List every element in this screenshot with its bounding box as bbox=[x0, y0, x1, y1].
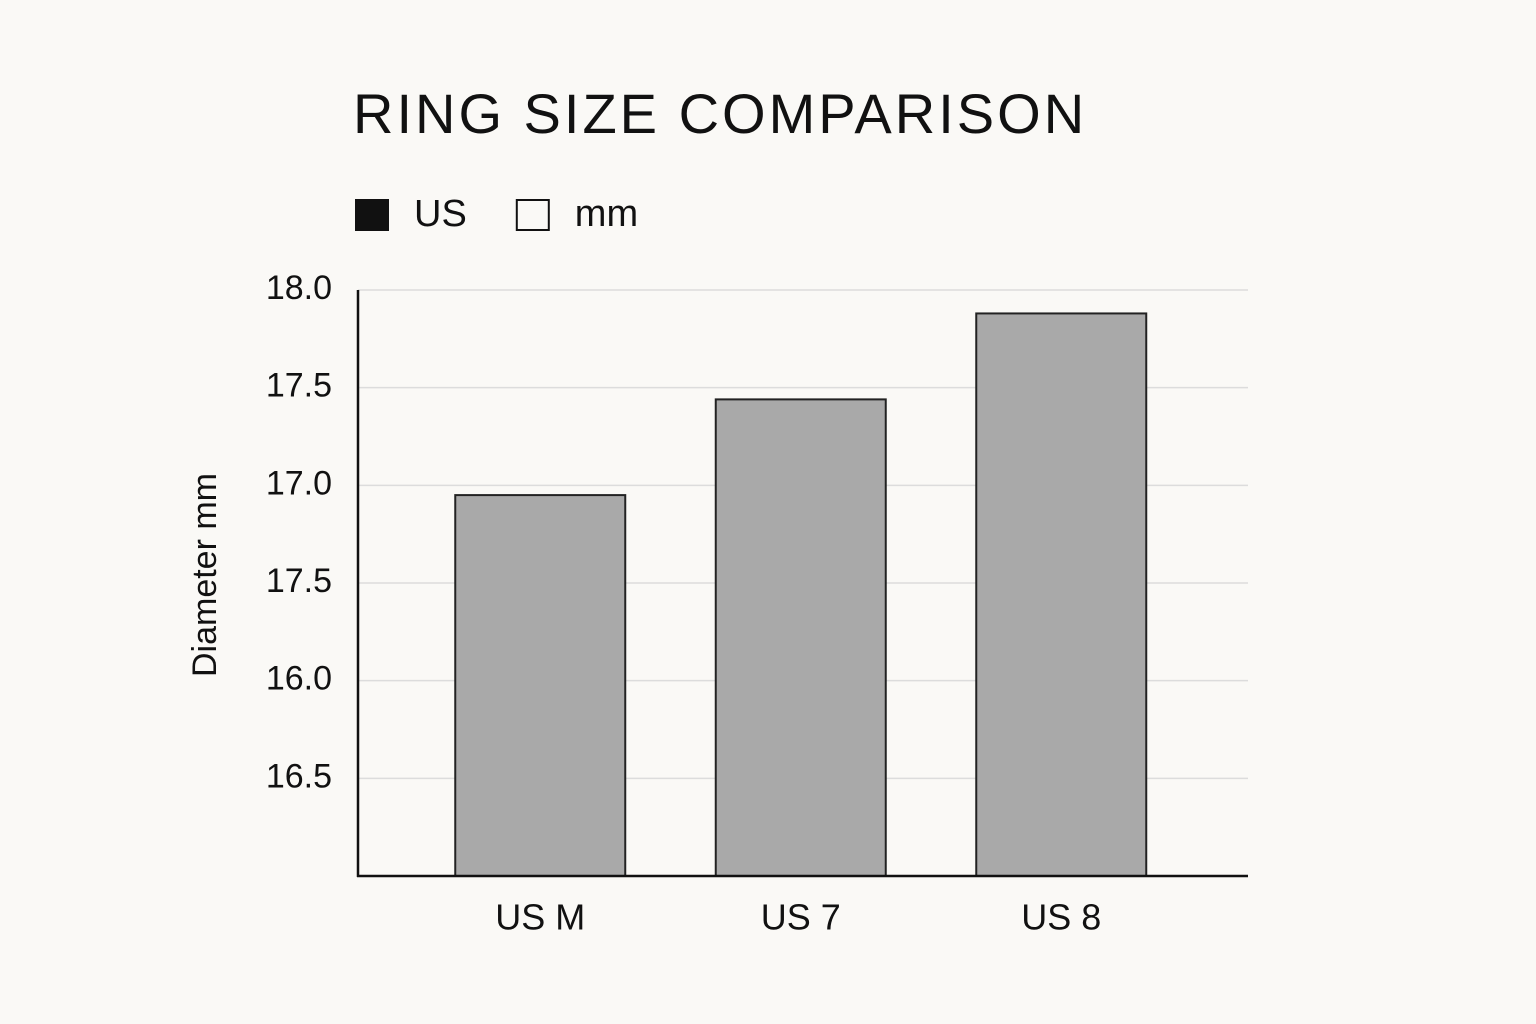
y-tick-label: 18.0 bbox=[266, 269, 332, 307]
x-tick-label: US 7 bbox=[761, 897, 841, 938]
y-tick-label: 16.5 bbox=[266, 757, 332, 795]
bar bbox=[975, 312, 1148, 877]
y-tick-label: 17.0 bbox=[266, 464, 332, 502]
bar bbox=[714, 398, 887, 877]
y-tick-label: 16.0 bbox=[266, 660, 332, 698]
x-tick-label: US M bbox=[495, 897, 585, 938]
chart-title: RING SIZE COMPARISON bbox=[353, 82, 1087, 145]
legend-swatch bbox=[515, 199, 550, 231]
x-tick-label: US 8 bbox=[1021, 897, 1101, 938]
legend-label: mm bbox=[575, 193, 638, 235]
y-axis-label: Diameter mm bbox=[186, 473, 224, 677]
y-tick-label: 17.5 bbox=[266, 367, 332, 405]
legend-label: US bbox=[414, 193, 467, 235]
bar bbox=[454, 494, 627, 877]
y-tick-label: 17.5 bbox=[266, 562, 332, 600]
legend-swatch bbox=[355, 199, 389, 231]
